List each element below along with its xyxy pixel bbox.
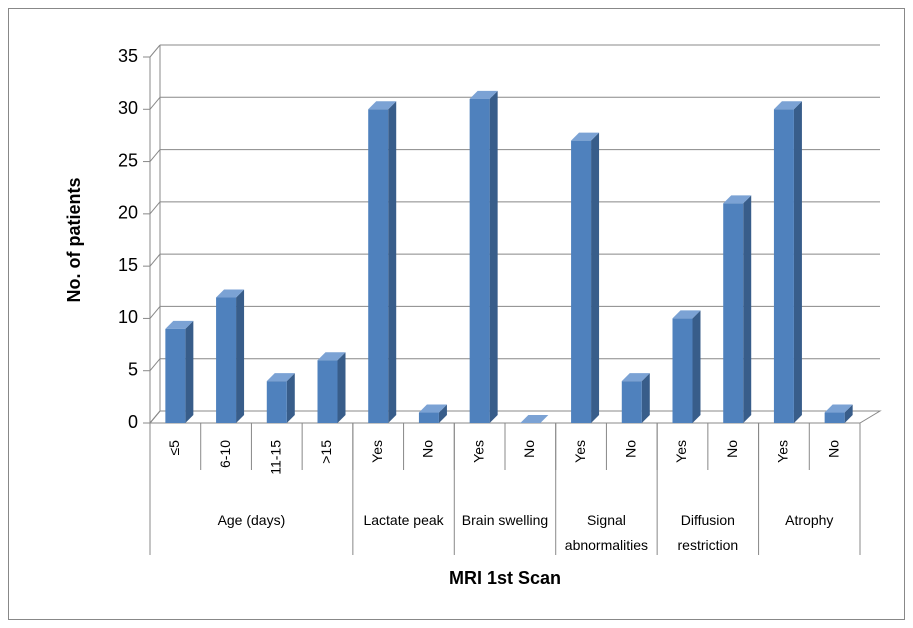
bar-front [571, 140, 592, 423]
y-tick-label: 10 [118, 307, 138, 327]
bar [621, 373, 650, 423]
bar-top [571, 132, 600, 141]
y-tick-label: 15 [118, 255, 138, 275]
bar-top [165, 320, 194, 329]
bar [368, 101, 397, 424]
bar-top [773, 101, 802, 110]
bar [317, 352, 346, 423]
bar-front [621, 381, 642, 423]
bar-top [469, 90, 498, 99]
y-axis-title: No. of patients [64, 178, 84, 303]
bar-front [368, 109, 389, 424]
y-tick-label: 25 [118, 150, 138, 170]
bar-side [591, 132, 600, 423]
y-tick-label: 35 [118, 46, 138, 66]
bar [520, 415, 549, 423]
group-label: Diffusion restriction [677, 512, 739, 553]
group-label: Signal abnormalities [564, 512, 649, 553]
bar [571, 132, 600, 423]
y-tick-label: 0 [128, 412, 138, 432]
x-tick-label: Yes [673, 440, 689, 463]
bar-side [185, 320, 194, 423]
x-tick-label: Yes [572, 440, 588, 463]
group-label: Brain swelling [461, 512, 549, 528]
bar [723, 195, 752, 423]
bar [165, 320, 194, 423]
x-tick-label: 6-10 [217, 440, 233, 468]
bar-front [418, 412, 439, 423]
bar-top [723, 195, 752, 204]
bar [773, 101, 802, 424]
x-tick-label: No [420, 440, 436, 458]
grid-depth [149, 358, 161, 372]
grid-depth [149, 306, 161, 319]
bar-side [692, 310, 701, 423]
bar-side [743, 195, 752, 423]
y-tick-label: 30 [118, 98, 138, 118]
x-axis-title: MRI 1st Scan [449, 568, 561, 588]
group-label: Age (days) [217, 512, 286, 528]
x-tick-label: >15 [318, 440, 334, 464]
x-tick-label: ≤5 [166, 440, 182, 456]
bar-front [469, 98, 490, 423]
bar-front [824, 412, 845, 423]
bar-front [216, 297, 237, 423]
bar-top [368, 101, 397, 110]
bar [266, 373, 295, 423]
bar-side [236, 289, 245, 423]
grid-depth [149, 44, 161, 58]
x-tick-label: Yes [775, 440, 791, 463]
bar-side [641, 373, 650, 423]
x-tick-label: No [521, 440, 537, 458]
group-label: Atrophy [785, 512, 834, 528]
bar [824, 404, 853, 423]
x-tick-label: Yes [369, 440, 385, 463]
bar-side [489, 90, 498, 423]
bar-top [317, 352, 346, 361]
grid-depth [149, 253, 161, 267]
bar-side [337, 352, 346, 423]
bar-front [317, 360, 338, 423]
bar-side [286, 373, 295, 423]
group-label: Lactate peak [363, 512, 444, 528]
bar-front [165, 328, 186, 423]
bar-top [266, 373, 295, 382]
y-tick-label: 5 [128, 359, 138, 379]
x-tick-label: 11-15 [267, 440, 283, 475]
x-tick-label: No [825, 440, 841, 458]
bar [418, 404, 447, 423]
bar-front [672, 318, 693, 423]
x-tick-label: No [724, 440, 740, 458]
bar-top [216, 289, 245, 298]
bar [216, 289, 245, 423]
grid-depth [149, 96, 161, 110]
bar-front [723, 203, 744, 423]
bar-top [824, 404, 853, 413]
bar-top [520, 415, 549, 423]
x-tick-label: No [622, 440, 638, 458]
bar-side [438, 404, 447, 423]
grid-depth [149, 410, 161, 424]
chart-border [8, 8, 905, 620]
bar [672, 310, 701, 423]
x-tick-label: Yes [470, 440, 486, 463]
bar-front [773, 109, 794, 424]
bar-side [844, 404, 853, 423]
bar-front [266, 381, 287, 423]
bar [469, 90, 498, 423]
bar-side [388, 101, 397, 424]
bar-side [793, 101, 802, 424]
grid-depth [149, 201, 161, 215]
grid-depth [149, 149, 161, 162]
bar-top [418, 404, 447, 413]
y-tick-label: 20 [118, 203, 138, 223]
bar-top [672, 310, 701, 319]
bar-top [621, 373, 650, 382]
